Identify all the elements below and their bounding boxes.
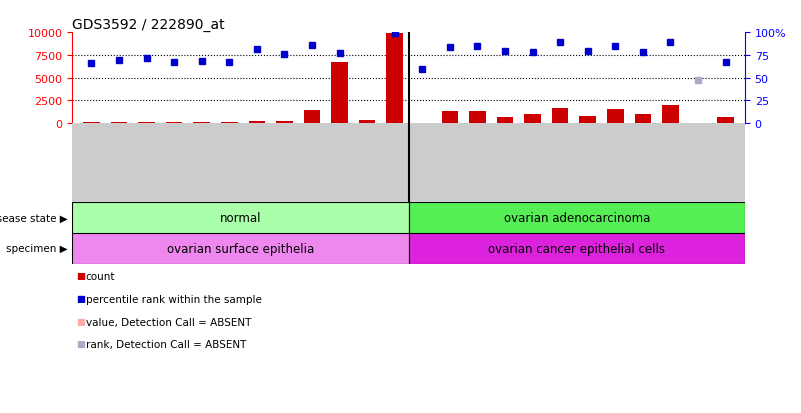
Bar (276, 122, 292, 124)
Bar (552, 109, 569, 124)
Bar (579, 116, 596, 124)
Text: ovarian cancer epithelial cells: ovarian cancer epithelial cells (489, 242, 665, 255)
Bar (386, 34, 403, 124)
Bar (469, 112, 485, 124)
Bar (718, 118, 734, 124)
Text: percentile rank within the sample: percentile rank within the sample (86, 294, 262, 304)
Bar (607, 110, 624, 124)
Bar (497, 118, 513, 124)
Bar (359, 121, 376, 124)
Text: normal: normal (219, 211, 261, 224)
Text: disease state ▶: disease state ▶ (0, 213, 68, 223)
Bar (72, 233, 409, 264)
Bar (409, 233, 745, 264)
Text: ovarian surface epithelia: ovarian surface epithelia (167, 242, 314, 255)
Bar (72, 202, 409, 233)
Text: GDS3592 / 222890_at: GDS3592 / 222890_at (72, 18, 225, 32)
Bar (248, 122, 265, 124)
Bar (332, 63, 348, 124)
Bar (409, 202, 745, 233)
Bar (193, 123, 210, 124)
Bar (525, 115, 541, 124)
Text: count: count (86, 271, 115, 281)
Bar (111, 123, 127, 124)
Bar (662, 105, 678, 124)
Bar (690, 123, 706, 124)
Bar (634, 115, 651, 124)
Bar (139, 123, 155, 124)
Bar (221, 123, 238, 124)
Text: ovarian adenocarcinoma: ovarian adenocarcinoma (504, 211, 650, 224)
Text: rank, Detection Call = ABSENT: rank, Detection Call = ABSENT (86, 339, 246, 349)
Text: value, Detection Call = ABSENT: value, Detection Call = ABSENT (86, 317, 251, 327)
Bar (441, 112, 458, 124)
Text: specimen ▶: specimen ▶ (6, 244, 68, 254)
Bar (166, 123, 183, 124)
Bar (304, 111, 320, 124)
Bar (83, 123, 99, 124)
Bar (414, 123, 431, 124)
